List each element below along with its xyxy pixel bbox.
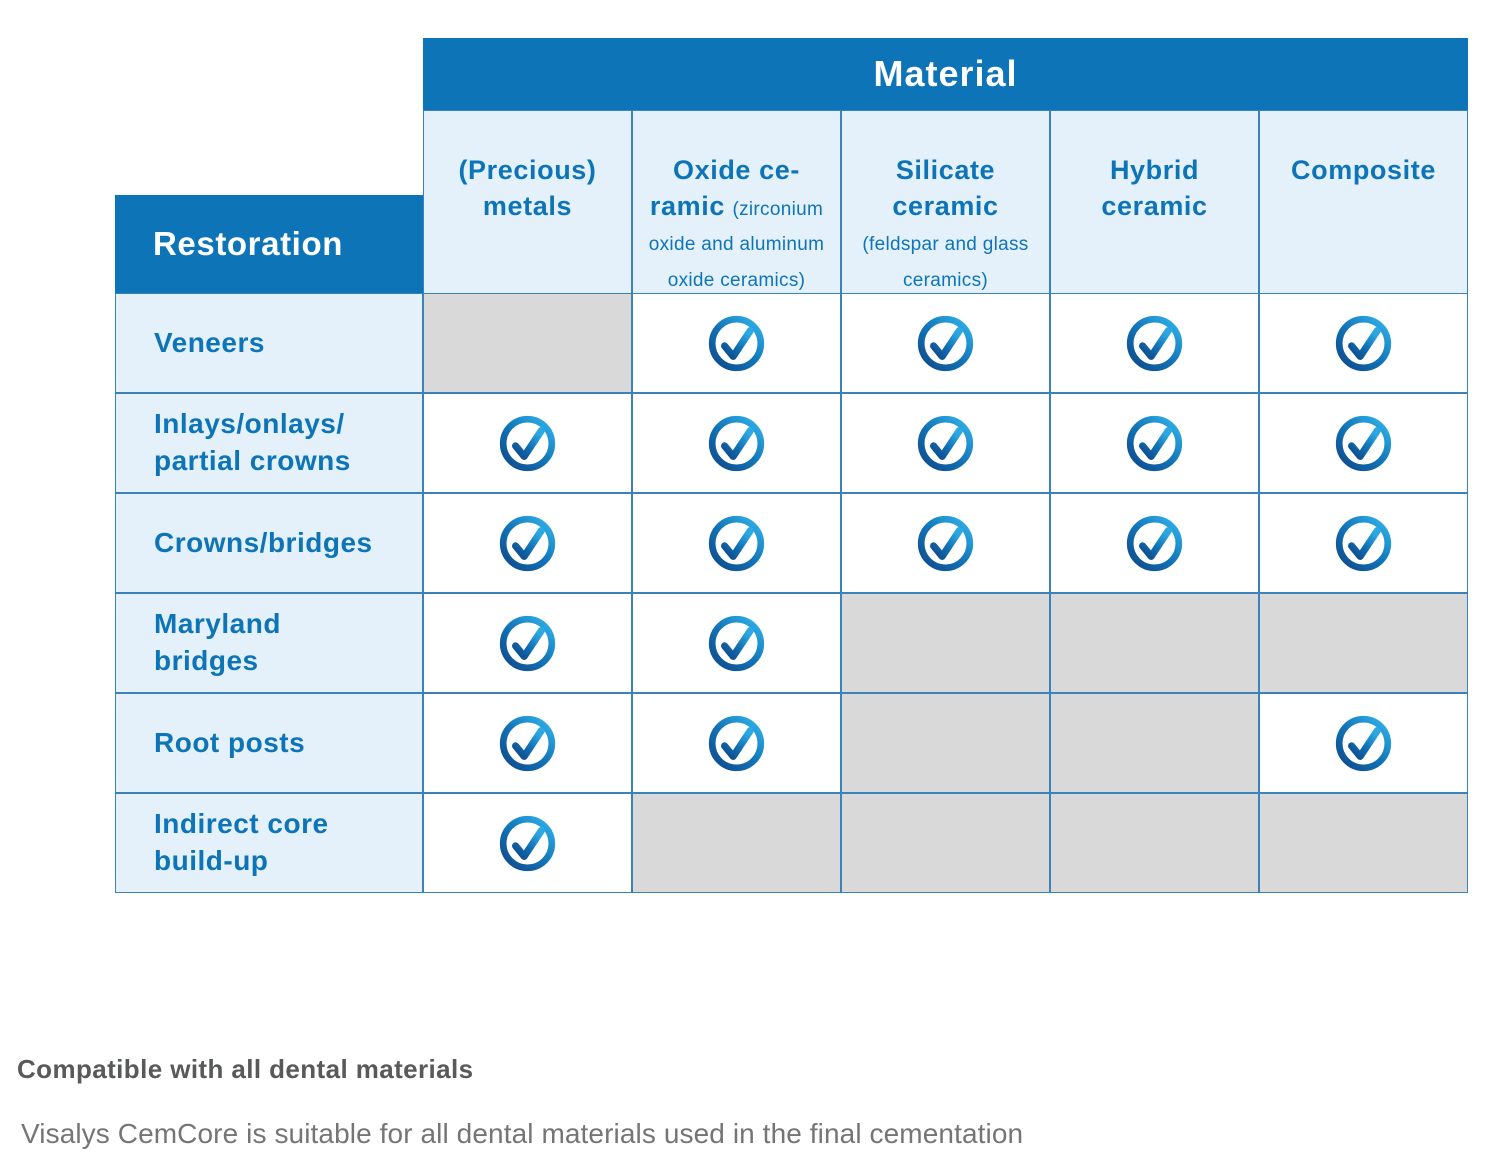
row-label: Veneers	[115, 293, 423, 393]
column-header: Silicate ceramic (feldspar and glass cer…	[841, 110, 1050, 297]
compatible-cell	[632, 593, 841, 693]
check-icon	[1126, 415, 1183, 471]
compatible-cell	[1050, 393, 1259, 493]
column-subtitle: (feldspar and glass ceramics)	[862, 234, 1029, 291]
not-applicable-cell	[632, 793, 841, 893]
column-title: (Precious) metals	[458, 155, 597, 221]
not-applicable-cell	[1259, 593, 1468, 693]
compatible-cell	[632, 393, 841, 493]
check-icon	[1335, 515, 1392, 571]
check-icon	[917, 315, 974, 371]
check-icon	[499, 515, 556, 571]
compatible-cell	[423, 693, 632, 793]
compatible-cell	[1259, 293, 1468, 393]
check-icon	[708, 415, 765, 471]
check-icon	[499, 715, 556, 771]
compatible-cell	[632, 693, 841, 793]
check-icon	[499, 815, 556, 871]
compatible-cell	[1050, 293, 1259, 393]
column-header: Oxide ce- ramic (zirconium oxide and alu…	[632, 110, 841, 297]
compatible-cell	[632, 293, 841, 393]
restoration-group-header: Restoration	[115, 195, 423, 293]
compatible-cell	[841, 293, 1050, 393]
compatible-cell	[1259, 393, 1468, 493]
check-icon	[708, 715, 765, 771]
check-icon	[499, 615, 556, 671]
row-label-text: Inlays/onlays/ partial crowns	[154, 408, 351, 476]
compatible-cell	[423, 393, 632, 493]
check-icon	[708, 315, 765, 371]
matrix-body: Veneers Inlays/onlays/ partial crowns Crow…	[115, 293, 1468, 893]
compatible-cell	[632, 493, 841, 593]
compatible-cell	[1050, 493, 1259, 593]
row-label: Crowns/bridges	[115, 493, 423, 593]
not-applicable-cell	[841, 793, 1050, 893]
column-header: Hybrid ceramic	[1050, 110, 1259, 297]
check-icon	[917, 415, 974, 471]
column-header-row: (Precious) metals Oxide ce- ramic (zircon…	[423, 110, 1468, 297]
check-icon	[1126, 515, 1183, 571]
row-label-text: Maryland bridges	[154, 608, 281, 676]
check-icon	[499, 415, 556, 471]
compatible-cell	[423, 593, 632, 693]
column-title: Hybrid ceramic	[1101, 155, 1208, 221]
check-icon	[1126, 315, 1183, 371]
compatible-cell	[1259, 693, 1468, 793]
column-subtitle: (zirconium oxide and aluminum oxide cera…	[648, 198, 825, 291]
not-applicable-cell	[423, 293, 632, 393]
not-applicable-cell	[841, 593, 1050, 693]
row-label-text: Veneers	[154, 326, 265, 358]
not-applicable-cell	[841, 693, 1050, 793]
compatible-cell	[423, 493, 632, 593]
check-icon	[917, 515, 974, 571]
column-title: Oxide ce- ramic	[649, 155, 800, 221]
row-label-text: Crowns/bridges	[154, 526, 373, 558]
footer-subtext: Visalys CemCore is suitable for all dent…	[21, 1118, 1024, 1149]
column-title: Silicate ceramic	[892, 155, 999, 221]
check-icon	[1335, 415, 1392, 471]
check-icon	[1335, 315, 1392, 371]
compatible-cell	[841, 493, 1050, 593]
compatible-cell	[1259, 493, 1468, 593]
check-icon	[708, 615, 765, 671]
column-header: (Precious) metals	[423, 110, 632, 297]
column-title: Composite	[1291, 155, 1436, 185]
row-label: Inlays/onlays/ partial crowns	[115, 393, 423, 493]
check-icon	[708, 515, 765, 571]
material-group-header: Material	[423, 38, 1468, 110]
not-applicable-cell	[1050, 593, 1259, 693]
material-compatibility-table: Material (Precious) metals Oxide ce- rami…	[115, 38, 1468, 895]
not-applicable-cell	[1259, 793, 1468, 893]
row-label: Indirect core build-up	[115, 793, 423, 893]
row-label-text: Indirect core build-up	[154, 808, 329, 876]
compatible-cell	[841, 393, 1050, 493]
compatible-cell	[423, 793, 632, 893]
footer-heading: Compatible with all dental materials	[17, 1054, 474, 1084]
not-applicable-cell	[1050, 693, 1259, 793]
row-label: Maryland bridges	[115, 593, 423, 693]
column-header: Composite	[1259, 110, 1468, 297]
row-label-text: Root posts	[154, 726, 306, 758]
not-applicable-cell	[1050, 793, 1259, 893]
row-label: Root posts	[115, 693, 423, 793]
check-icon	[1335, 715, 1392, 771]
